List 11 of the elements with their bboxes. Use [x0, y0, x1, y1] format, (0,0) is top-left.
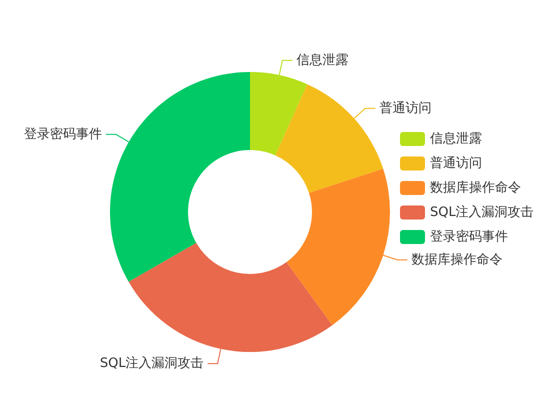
legend-label: 普通访问 — [430, 155, 482, 171]
legend-label: SQL注入漏洞攻击 — [430, 205, 534, 220]
slice-label: SQL注入漏洞攻击 — [100, 356, 204, 372]
slice-label: 登录密码事件 — [24, 126, 102, 142]
slice-label: 数据库操作命令 — [411, 252, 502, 268]
legend-label: 数据库操作命令 — [430, 180, 521, 196]
slice-label: 信息泄露 — [296, 52, 348, 68]
legend-label: 登录密码事件 — [430, 230, 508, 244]
legend-label: 信息泄露 — [430, 132, 482, 146]
slice-label: 普通访问 — [379, 100, 432, 116]
donut-slice — [110, 72, 250, 282]
